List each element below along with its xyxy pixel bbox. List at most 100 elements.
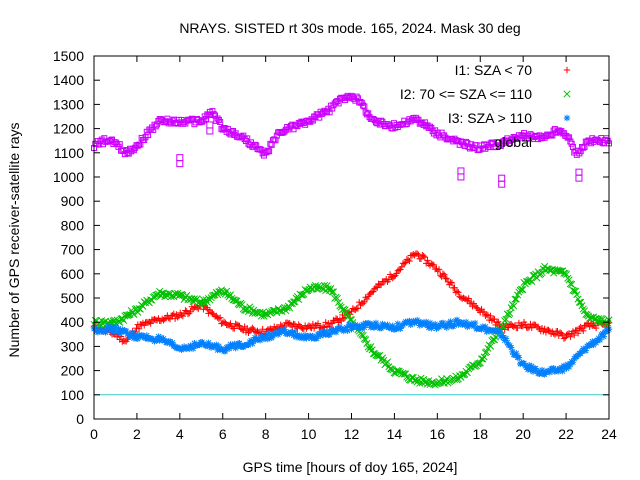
x-tick-label: 22 bbox=[558, 426, 574, 442]
y-tick-label: 300 bbox=[61, 338, 85, 354]
point bbox=[486, 342, 495, 350]
point bbox=[135, 325, 143, 332]
point bbox=[519, 285, 527, 294]
point bbox=[596, 319, 604, 327]
plot-marks bbox=[90, 92, 613, 396]
point bbox=[404, 256, 412, 264]
point bbox=[383, 358, 392, 366]
x-tick-label: 18 bbox=[472, 426, 488, 442]
point bbox=[507, 344, 515, 351]
point bbox=[480, 353, 488, 361]
point bbox=[512, 295, 520, 303]
chart-title: NRAYS. SISTED rt 30s mode. 165, 2024. Ma… bbox=[179, 20, 520, 36]
y-tick-label: 1100 bbox=[54, 145, 84, 161]
point bbox=[365, 110, 372, 117]
point bbox=[479, 355, 487, 363]
point bbox=[141, 322, 148, 329]
point bbox=[502, 315, 510, 323]
point bbox=[314, 320, 322, 327]
point bbox=[483, 311, 490, 318]
point bbox=[442, 274, 449, 282]
point bbox=[487, 312, 494, 320]
y-tick-label: 400 bbox=[61, 314, 85, 330]
x-tick-label: 6 bbox=[219, 426, 227, 442]
point bbox=[545, 326, 552, 334]
point bbox=[332, 315, 340, 322]
point bbox=[401, 260, 408, 267]
point bbox=[329, 288, 338, 296]
point bbox=[455, 289, 462, 296]
point bbox=[342, 308, 350, 317]
point bbox=[567, 333, 574, 341]
x-axis-label: GPS time [hours of doy 165, 2024] bbox=[243, 459, 458, 475]
point bbox=[568, 140, 575, 147]
point bbox=[426, 319, 434, 327]
point bbox=[511, 295, 519, 303]
point bbox=[231, 325, 238, 332]
point bbox=[528, 277, 536, 285]
point bbox=[562, 270, 571, 278]
x-tick-label: 24 bbox=[601, 426, 617, 442]
point bbox=[570, 287, 578, 295]
point bbox=[217, 118, 224, 125]
series-i3-sza-110 bbox=[90, 316, 613, 378]
legend-marker bbox=[563, 114, 571, 122]
point bbox=[493, 319, 501, 326]
legend-marker bbox=[563, 90, 571, 98]
point bbox=[575, 168, 583, 176]
point bbox=[515, 354, 523, 361]
point bbox=[393, 270, 400, 277]
point bbox=[447, 318, 454, 325]
point bbox=[377, 281, 385, 289]
point bbox=[123, 311, 132, 319]
point bbox=[328, 288, 336, 296]
point bbox=[492, 333, 500, 341]
point bbox=[574, 330, 582, 337]
point bbox=[354, 305, 362, 312]
point bbox=[413, 250, 421, 257]
point bbox=[206, 121, 214, 129]
y-tick-label: 1000 bbox=[53, 169, 84, 185]
legend-label: I1: SZA < 70 bbox=[455, 62, 533, 78]
point bbox=[510, 302, 518, 310]
y-axis-label: Number of GPS receiver-satellite rays bbox=[6, 123, 22, 358]
point bbox=[176, 160, 184, 168]
x-tick-label: 2 bbox=[133, 426, 141, 442]
point bbox=[327, 320, 335, 327]
legend-label: I2: 70 <= SZA <= 110 bbox=[400, 86, 532, 102]
point bbox=[193, 295, 201, 303]
point bbox=[333, 294, 341, 302]
point bbox=[238, 301, 246, 309]
point bbox=[575, 298, 583, 306]
point bbox=[314, 282, 322, 290]
y-tick-label: 700 bbox=[61, 242, 85, 258]
point bbox=[441, 271, 448, 278]
point bbox=[562, 334, 569, 341]
point bbox=[286, 304, 294, 312]
point bbox=[558, 330, 565, 337]
point bbox=[130, 310, 138, 319]
y-tick-label: 0 bbox=[76, 411, 84, 427]
point bbox=[317, 332, 324, 339]
point bbox=[406, 257, 413, 265]
point bbox=[430, 261, 438, 269]
point bbox=[147, 320, 154, 327]
legend-label: I3: SZA > 110 bbox=[448, 110, 532, 126]
point bbox=[353, 93, 360, 100]
legend-marker bbox=[563, 66, 571, 74]
series-i2-70-sza-110 bbox=[90, 262, 613, 389]
point bbox=[447, 279, 454, 286]
point bbox=[580, 144, 587, 151]
point bbox=[560, 335, 568, 342]
point bbox=[463, 369, 471, 377]
point bbox=[565, 276, 573, 284]
point bbox=[491, 315, 498, 323]
x-tick-label: 8 bbox=[262, 426, 270, 442]
point bbox=[471, 319, 479, 327]
x-tick-label: 14 bbox=[387, 426, 403, 442]
point bbox=[206, 127, 214, 135]
point bbox=[370, 288, 377, 295]
point bbox=[135, 305, 143, 313]
point bbox=[290, 298, 298, 306]
